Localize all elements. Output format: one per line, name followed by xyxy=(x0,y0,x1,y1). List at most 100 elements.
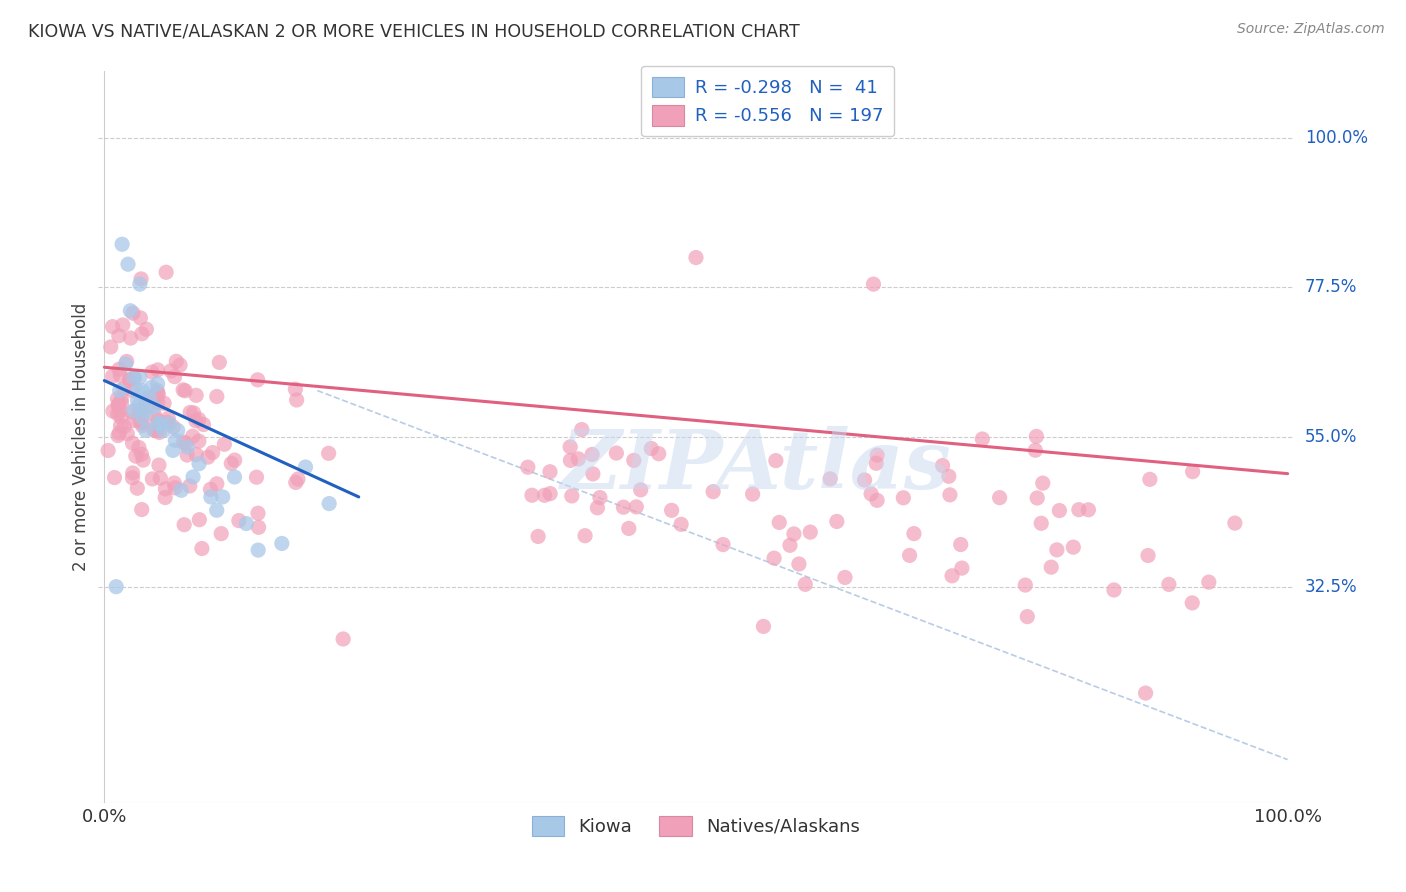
Point xyxy=(128,397,150,411)
Point xyxy=(174,384,197,398)
Point xyxy=(834,570,856,584)
Point xyxy=(165,354,187,368)
Point xyxy=(779,538,801,552)
Point xyxy=(110,410,132,425)
Point xyxy=(97,443,120,458)
Point xyxy=(122,413,145,427)
Point xyxy=(938,469,960,483)
Point xyxy=(146,395,169,409)
Point xyxy=(1135,686,1157,700)
Point xyxy=(142,423,165,437)
Point xyxy=(131,384,153,398)
Point xyxy=(146,363,169,377)
Point xyxy=(165,434,187,448)
Point xyxy=(108,362,131,376)
Point xyxy=(145,424,167,438)
Point xyxy=(146,417,169,431)
Point xyxy=(100,340,122,354)
Point xyxy=(148,425,170,440)
Point xyxy=(143,400,166,414)
Point xyxy=(648,447,671,461)
Point xyxy=(150,417,173,431)
Point xyxy=(101,319,124,334)
Point xyxy=(121,466,143,480)
Point xyxy=(111,237,134,252)
Point xyxy=(1077,503,1099,517)
Point xyxy=(787,557,810,571)
Point xyxy=(208,355,231,369)
Point xyxy=(111,318,134,332)
Point xyxy=(122,403,145,417)
Point xyxy=(141,472,163,486)
Point xyxy=(318,446,340,460)
Point xyxy=(1032,476,1054,491)
Point xyxy=(107,407,129,421)
Point xyxy=(605,446,627,460)
Point xyxy=(763,551,786,566)
Point xyxy=(211,490,233,504)
Point xyxy=(294,460,316,475)
Point xyxy=(183,406,205,420)
Point xyxy=(187,412,209,426)
Point xyxy=(114,357,136,371)
Point xyxy=(205,503,228,517)
Point xyxy=(127,481,149,495)
Point xyxy=(191,541,214,556)
Point xyxy=(270,536,292,550)
Point xyxy=(1223,516,1246,530)
Point xyxy=(135,403,157,417)
Point xyxy=(162,443,184,458)
Point xyxy=(121,471,143,485)
Point xyxy=(121,436,143,450)
Point xyxy=(221,457,243,471)
Point xyxy=(612,500,634,515)
Point xyxy=(163,476,186,491)
Point xyxy=(162,420,184,434)
Point xyxy=(794,577,817,591)
Point xyxy=(131,326,153,341)
Point xyxy=(949,537,972,551)
Point xyxy=(825,515,848,529)
Point xyxy=(702,484,724,499)
Point xyxy=(1031,516,1053,531)
Point xyxy=(589,491,612,505)
Point xyxy=(135,392,157,406)
Point xyxy=(120,303,142,318)
Point xyxy=(799,525,821,540)
Point xyxy=(332,632,354,646)
Point xyxy=(110,392,132,406)
Point xyxy=(1062,540,1084,554)
Point xyxy=(538,486,561,500)
Point xyxy=(103,470,125,484)
Point xyxy=(152,424,174,438)
Point xyxy=(170,483,193,498)
Point xyxy=(121,384,143,398)
Point xyxy=(950,561,973,575)
Point xyxy=(581,447,603,461)
Point xyxy=(155,482,177,496)
Point xyxy=(247,506,270,520)
Point xyxy=(112,419,135,434)
Point xyxy=(121,405,143,419)
Point xyxy=(179,405,201,419)
Point xyxy=(1024,443,1046,458)
Point xyxy=(157,411,180,425)
Point xyxy=(284,475,307,490)
Point xyxy=(125,449,148,463)
Point xyxy=(228,514,250,528)
Point xyxy=(108,425,131,440)
Point xyxy=(200,483,222,497)
Point xyxy=(181,429,204,443)
Point xyxy=(768,516,790,530)
Point xyxy=(131,502,153,516)
Point xyxy=(931,458,953,473)
Point xyxy=(108,404,131,418)
Point xyxy=(129,272,152,286)
Point xyxy=(246,373,269,387)
Point xyxy=(560,453,582,467)
Point xyxy=(205,476,228,491)
Point xyxy=(318,497,340,511)
Point xyxy=(623,453,645,467)
Point xyxy=(131,401,153,416)
Point xyxy=(163,369,186,384)
